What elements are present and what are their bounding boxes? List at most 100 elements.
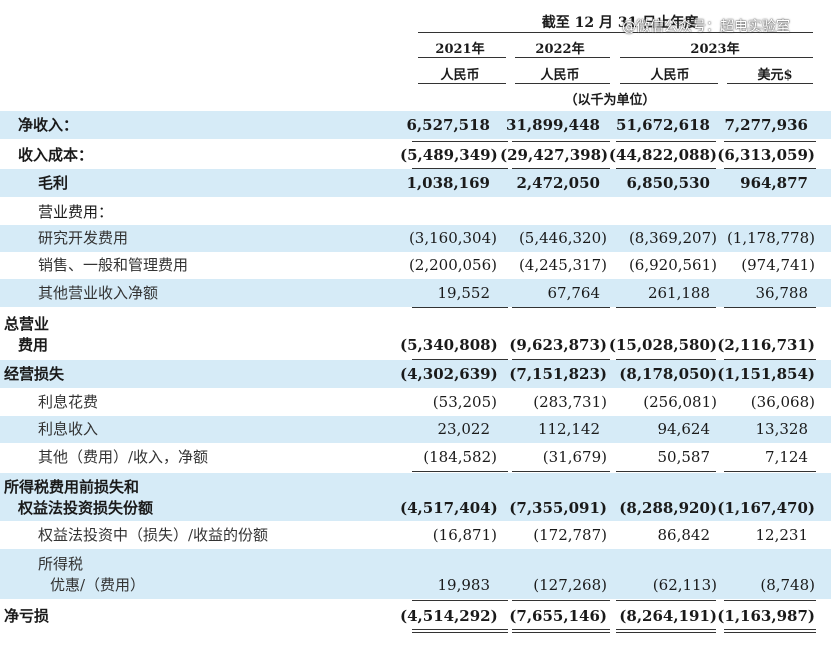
currency-rmb-2023: 人民币 (650, 68, 690, 83)
value-2021: (4,302,639) (400, 365, 498, 383)
value-usd: 36,788 (755, 284, 809, 302)
row-label: 其他（费用）/收入，净额 (38, 448, 209, 466)
value-2021: (53,205) (432, 393, 497, 411)
underline-2022 (512, 359, 610, 360)
double-underline-2022 (512, 632, 610, 633)
value-2022: 112,142 (537, 420, 600, 438)
value-2022: (7,655,146) (509, 607, 607, 625)
currency-underline-2022 (515, 83, 610, 84)
underline-usd (724, 307, 816, 308)
underline-2021 (412, 141, 508, 142)
underline-usd (724, 471, 816, 472)
underline-2021 (412, 168, 508, 169)
row-label-line2: 费用 (18, 336, 49, 354)
value-2021: 1,038,169 (406, 174, 490, 192)
value-2021: (16,871) (432, 526, 497, 544)
value-2023: 51,672,618 (616, 116, 710, 134)
row-label-line2: 优惠/（费用） (50, 576, 146, 594)
row-label: 净收入： (18, 116, 79, 134)
value-2022: 31,899,448 (506, 116, 600, 134)
table-row: 利息收入 23,022 112,142 94,624 13,328 (0, 416, 831, 443)
row-label-line1: 所得税费用前损失和 (4, 478, 140, 496)
value-usd: 12,231 (755, 526, 809, 544)
value-2022: (127,268) (533, 576, 607, 594)
value-2023: 261,188 (647, 284, 710, 302)
period-underline (418, 32, 813, 33)
value-usd: 964,877 (740, 174, 808, 192)
table-row: 总营业 费用 (5,340,808) (9,623,873) (15,028,5… (0, 309, 831, 359)
value-usd: 7,124 (765, 448, 808, 466)
value-2022: (7,355,091) (509, 499, 607, 517)
value-2023: (8,178,050) (619, 365, 717, 383)
double-underline-2023 (616, 629, 716, 630)
row-label-line1: 所得税 (38, 555, 84, 573)
underline-2022 (512, 471, 610, 472)
value-2021: (4,514,292) (400, 607, 498, 625)
double-underline-2021 (412, 632, 508, 633)
year-2023-header: 2023年 (690, 42, 740, 57)
year-2022-header: 2022年 (535, 42, 585, 57)
row-label: 营业费用： (38, 203, 114, 221)
underline-2022 (512, 307, 610, 308)
double-underline-usd (724, 629, 816, 630)
value-usd: (1,163,987) (717, 607, 815, 625)
underline-2022 (512, 168, 610, 169)
currency-rmb-2021: 人民币 (440, 68, 480, 83)
year-2023-underline (620, 57, 813, 58)
underline-2022 (512, 600, 610, 601)
period-header: 截至 12 月 31 日止年度 (541, 15, 699, 31)
double-underline-2021 (412, 629, 508, 630)
underline-2022 (512, 141, 610, 142)
table-row: 权益法投资中（损失）/收益的份额 (16,871) (172,787) 86,8… (0, 522, 831, 549)
value-usd: (1,178,778) (726, 229, 815, 247)
table-row: 研究开发费用 (3,160,304) (5,446,320) (8,369,20… (0, 225, 831, 252)
value-2021: 19,983 (437, 576, 491, 594)
row-label-line2: 权益法投资损失份额 (18, 499, 154, 517)
underline-2023 (616, 307, 716, 308)
row-label: 利息收入 (38, 420, 99, 438)
value-2022: 67,764 (547, 284, 601, 302)
row-label: 收入成本： (18, 146, 94, 164)
underline-2023 (616, 141, 716, 142)
row-label: 利息花费 (38, 393, 99, 411)
row-label: 其他营业收入净额 (38, 284, 159, 302)
currency-rmb-2022: 人民币 (540, 68, 580, 83)
year-2022-underline (515, 57, 610, 58)
value-2021: (5,340,808) (400, 336, 498, 354)
value-2023: 6,850,530 (626, 174, 710, 192)
value-2023: (44,822,088) (608, 146, 717, 164)
currency-underline-2021 (418, 83, 506, 84)
value-2023: (8,264,191) (619, 607, 717, 625)
underline-usd (724, 600, 816, 601)
value-2022: (9,623,873) (509, 336, 607, 354)
row-label: 销售、一般和管理费用 (38, 256, 189, 274)
row-label: 权益法投资中（损失）/收益的份额 (38, 526, 269, 544)
underline-2021 (412, 471, 508, 472)
value-usd: 7,277,936 (724, 116, 808, 134)
watermark: @微信公众号：超电实验室 (622, 19, 790, 35)
value-2021: (3,160,304) (408, 229, 497, 247)
value-usd: (1,151,854) (717, 365, 815, 383)
value-2022: (283,731) (533, 393, 607, 411)
double-underline-2023 (616, 632, 716, 633)
table-row: 净收入： 6,527,518 31,899,448 51,672,618 7,2… (0, 111, 831, 139)
currency-underline-2023 (620, 83, 718, 84)
value-usd: (36,068) (750, 393, 815, 411)
table-row: 其他营业收入净额 19,552 67,764 261,188 36,788 (0, 279, 831, 307)
row-label: 经营损失 (4, 365, 65, 383)
value-2022: (5,446,320) (518, 229, 607, 247)
table-row: 营业费用： (0, 198, 831, 225)
value-usd: (6,313,059) (717, 146, 815, 164)
table-row: 所得税 优惠/（费用） 19,983 (127,268) (62,113) (8… (0, 549, 831, 599)
underline-2021 (412, 359, 508, 360)
value-usd: 13,328 (755, 420, 809, 438)
double-underline-2022 (512, 629, 610, 630)
value-2021: 19,552 (437, 284, 491, 302)
value-2022: (172,787) (533, 526, 607, 544)
value-2023: 94,624 (657, 420, 711, 438)
value-2023: (62,113) (652, 576, 717, 594)
value-usd: (974,741) (741, 256, 815, 274)
table-row: 经营损失 (4,302,639) (7,151,823) (8,178,050)… (0, 360, 831, 388)
table-row: 所得税费用前损失和 权益法投资损失份额 (4,517,404) (7,355,0… (0, 473, 831, 521)
unit-label: （以千为单位） (564, 93, 656, 108)
